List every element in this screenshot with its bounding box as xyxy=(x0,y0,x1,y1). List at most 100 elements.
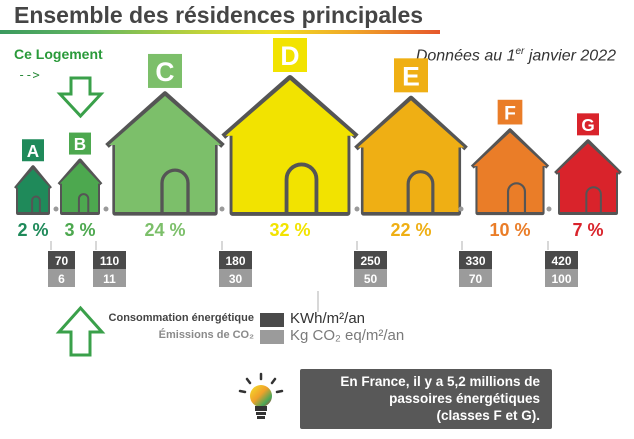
bar-a xyxy=(16,169,50,212)
door-b xyxy=(77,193,90,213)
separator-dot xyxy=(546,206,552,212)
class-badge-b xyxy=(69,132,91,155)
class-letter-e: E xyxy=(402,62,420,92)
door-g xyxy=(585,186,602,213)
legend-consumption-unit: KWh/m²/an xyxy=(290,310,366,327)
info-line-1: En France, il y a 5,2 millions de xyxy=(340,374,540,389)
threshold-1: 706 xyxy=(48,241,75,287)
date-suffix: janvier 2022 xyxy=(524,47,616,65)
separator-dot xyxy=(53,206,59,212)
value-label-d: 32 % xyxy=(269,220,310,240)
threshold-energy-value: 70 xyxy=(55,254,69,268)
value-label-c: 24 % xyxy=(144,220,185,240)
legend-consumption-label: Consommation énergétique xyxy=(108,312,254,324)
separator-dot xyxy=(219,206,225,212)
threshold-energy-value: 250 xyxy=(360,254,380,268)
threshold-emission-value: 50 xyxy=(364,272,378,286)
class-letter-f: F xyxy=(504,104,516,125)
value-label-b: 3 % xyxy=(64,220,95,240)
class-letter-b: B xyxy=(74,134,86,154)
ce-logement-label: Ce Logement xyxy=(14,46,103,62)
class-letter-g: G xyxy=(581,115,594,135)
up-arrow-icon xyxy=(55,305,106,357)
date-superscript: er xyxy=(515,46,525,57)
bar-b xyxy=(59,162,101,212)
class-badge-d xyxy=(273,38,307,72)
threshold-energy-value: 330 xyxy=(465,254,485,268)
threshold-energy-box xyxy=(459,251,492,269)
class-letter-d: D xyxy=(280,41,299,71)
separators-layer xyxy=(53,206,552,212)
threshold-emission-box xyxy=(459,269,492,287)
down-arrow-icon xyxy=(56,76,105,119)
value-label-e: 22 % xyxy=(390,220,431,240)
door-d xyxy=(284,162,319,213)
house-e: E 22 % xyxy=(354,58,468,240)
info-line-3: (classes F et G). xyxy=(436,408,540,423)
threshold-emission-box xyxy=(48,269,75,287)
bar-d xyxy=(225,80,355,212)
energy-class-chart: A2 %B3 %C24 %D32 %E22 %F10 %G7 % 7061101… xyxy=(14,38,622,357)
house-f: F 10 % xyxy=(470,99,550,240)
bar-g xyxy=(556,143,620,212)
legend-emissions-unit: Kg CO₂ eq/m²/an xyxy=(290,327,405,344)
threshold-emission-value: 70 xyxy=(469,272,483,286)
arrows-layer xyxy=(55,76,106,357)
threshold-energy-value: 420 xyxy=(551,254,571,268)
threshold-energy-value: 180 xyxy=(225,254,245,268)
date-note: Données au 1er janvier 2022 xyxy=(416,46,616,65)
threshold-emission-box xyxy=(93,269,126,287)
arrow-text: --> xyxy=(18,68,40,82)
class-badge-g xyxy=(577,113,599,136)
threshold-emission-box xyxy=(219,269,252,287)
house-c: C 24 % xyxy=(105,53,225,240)
house-d: D 32 % xyxy=(221,38,359,240)
house-a: A 2 % xyxy=(14,139,52,240)
threshold-energy-box xyxy=(545,251,578,269)
threshold-energy-box xyxy=(48,251,75,269)
houses-layer: A 2 % B 3 % C 24 % D 32 % E 22 % F 10 % G 7 % xyxy=(14,38,622,240)
house-b: B 3 % xyxy=(57,132,103,240)
value-label-g: 7 % xyxy=(572,220,603,240)
legend-emissions-swatch xyxy=(260,330,284,344)
door-a xyxy=(31,195,41,213)
separator-dot xyxy=(354,206,360,212)
house-g: G 7 % xyxy=(554,113,622,240)
title-background xyxy=(0,0,440,30)
threshold-energy-value: 110 xyxy=(100,254,120,268)
separator-dot xyxy=(458,206,464,212)
door-e xyxy=(406,170,435,213)
class-badge-a xyxy=(22,139,44,162)
legend-consumption: Consommation énergétique KWh/m²/an xyxy=(100,310,480,329)
info-box: En France, il y a 5,2 millions de passoi… xyxy=(300,369,552,429)
threshold-energy-box xyxy=(93,251,126,269)
bar-e xyxy=(357,100,465,212)
lightbulb-icon xyxy=(238,372,284,419)
threshold-emission-value: 11 xyxy=(103,272,116,286)
bar-c xyxy=(109,95,221,212)
class-badge-e xyxy=(394,58,428,93)
class-letter-a: A xyxy=(27,141,39,161)
threshold-emission-value: 6 xyxy=(58,272,65,286)
page-title: Ensemble des résidences principales xyxy=(14,2,424,28)
value-label-f: 10 % xyxy=(489,220,530,240)
legend-emissions-label: Émissions de CO₂ xyxy=(158,329,254,341)
legend-consumption-swatch xyxy=(260,313,284,327)
class-letter-c: C xyxy=(155,57,174,87)
class-badge-c xyxy=(148,53,182,88)
date-prefix: Données au 1 xyxy=(415,47,516,65)
value-label-a: 2 % xyxy=(17,220,48,240)
separator-dot xyxy=(103,206,109,212)
threshold-energy-box xyxy=(219,251,252,269)
class-badge-f xyxy=(497,99,523,125)
threshold-emission-box xyxy=(354,269,387,287)
threshold-energy-box xyxy=(354,251,387,269)
bar-f xyxy=(473,132,547,212)
door-c xyxy=(160,168,190,213)
